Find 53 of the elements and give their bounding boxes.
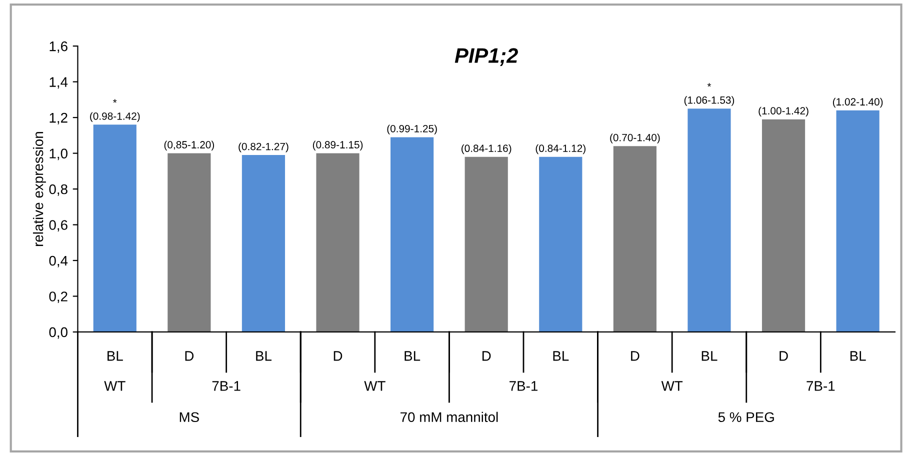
data-label: (0.99-1.25) [387, 124, 437, 134]
bar [93, 124, 136, 332]
x-tick-label: BL [404, 351, 420, 361]
bar [836, 110, 880, 332]
y-tick-label: 0,8 [49, 184, 68, 196]
text: 7B-1 [212, 381, 240, 391]
bar [168, 153, 211, 332]
x-tick-label: D [185, 351, 194, 361]
text: 7B-1 [510, 381, 538, 391]
x-tick-label: BL [108, 351, 123, 361]
data-label: (0.84-1.16) [462, 144, 512, 154]
data-label: (0,85-1.20) [164, 140, 214, 150]
x-tick-label: BL [702, 351, 718, 361]
text: WT [364, 381, 386, 391]
data-label: (0.82-1.27) [238, 142, 288, 152]
x-tick-label: D [334, 351, 342, 361]
data-label: (1.00-1.42) [758, 106, 808, 117]
text: 70 mM mannitol [400, 412, 498, 422]
chart-title: PIP1;2 [454, 48, 518, 66]
y-axis-title: relative expression [32, 132, 46, 246]
data-label: (0.89-1.15) [312, 140, 363, 150]
x-tick-label: BL [256, 351, 272, 361]
y-tick-label: 1,6 [50, 41, 68, 53]
y-tick-label: 0,2 [49, 292, 68, 304]
data-label: (0.70-1.40) [610, 134, 660, 144]
bar [539, 156, 582, 332]
x-tick-label: BL [850, 351, 866, 361]
y-tick-label: 0,6 [49, 220, 68, 232]
y-tick-label: 1,2 [50, 112, 68, 124]
data-label: (0.84-1.12) [536, 144, 586, 154]
data-label: * (1.06-1.53) [684, 83, 734, 106]
text: WT [104, 381, 126, 391]
text: 7B-1 [806, 381, 835, 391]
x-tick-label: BL [553, 351, 569, 361]
text: 5 % PEG [718, 412, 774, 422]
y-tick-label: 1,4 [50, 77, 68, 89]
y-tick-label: 1,0 [50, 148, 68, 160]
bar [316, 153, 360, 332]
data-label: (1.02-1.40) [832, 98, 883, 108]
bar [762, 119, 806, 332]
text: MS [180, 412, 199, 422]
bar [688, 108, 731, 332]
y-tick-label: 0,0 [49, 327, 68, 339]
bar [390, 137, 434, 332]
bar [613, 146, 656, 332]
x-tick-label: D [631, 351, 640, 361]
data-label: * (0.98-1.42) [90, 99, 140, 122]
bar [464, 156, 508, 332]
bar [242, 155, 286, 332]
text: WT [661, 381, 683, 391]
x-tick-label: D [780, 351, 788, 361]
x-tick-label: D [482, 351, 491, 361]
y-tick-label: 0,4 [49, 256, 68, 268]
